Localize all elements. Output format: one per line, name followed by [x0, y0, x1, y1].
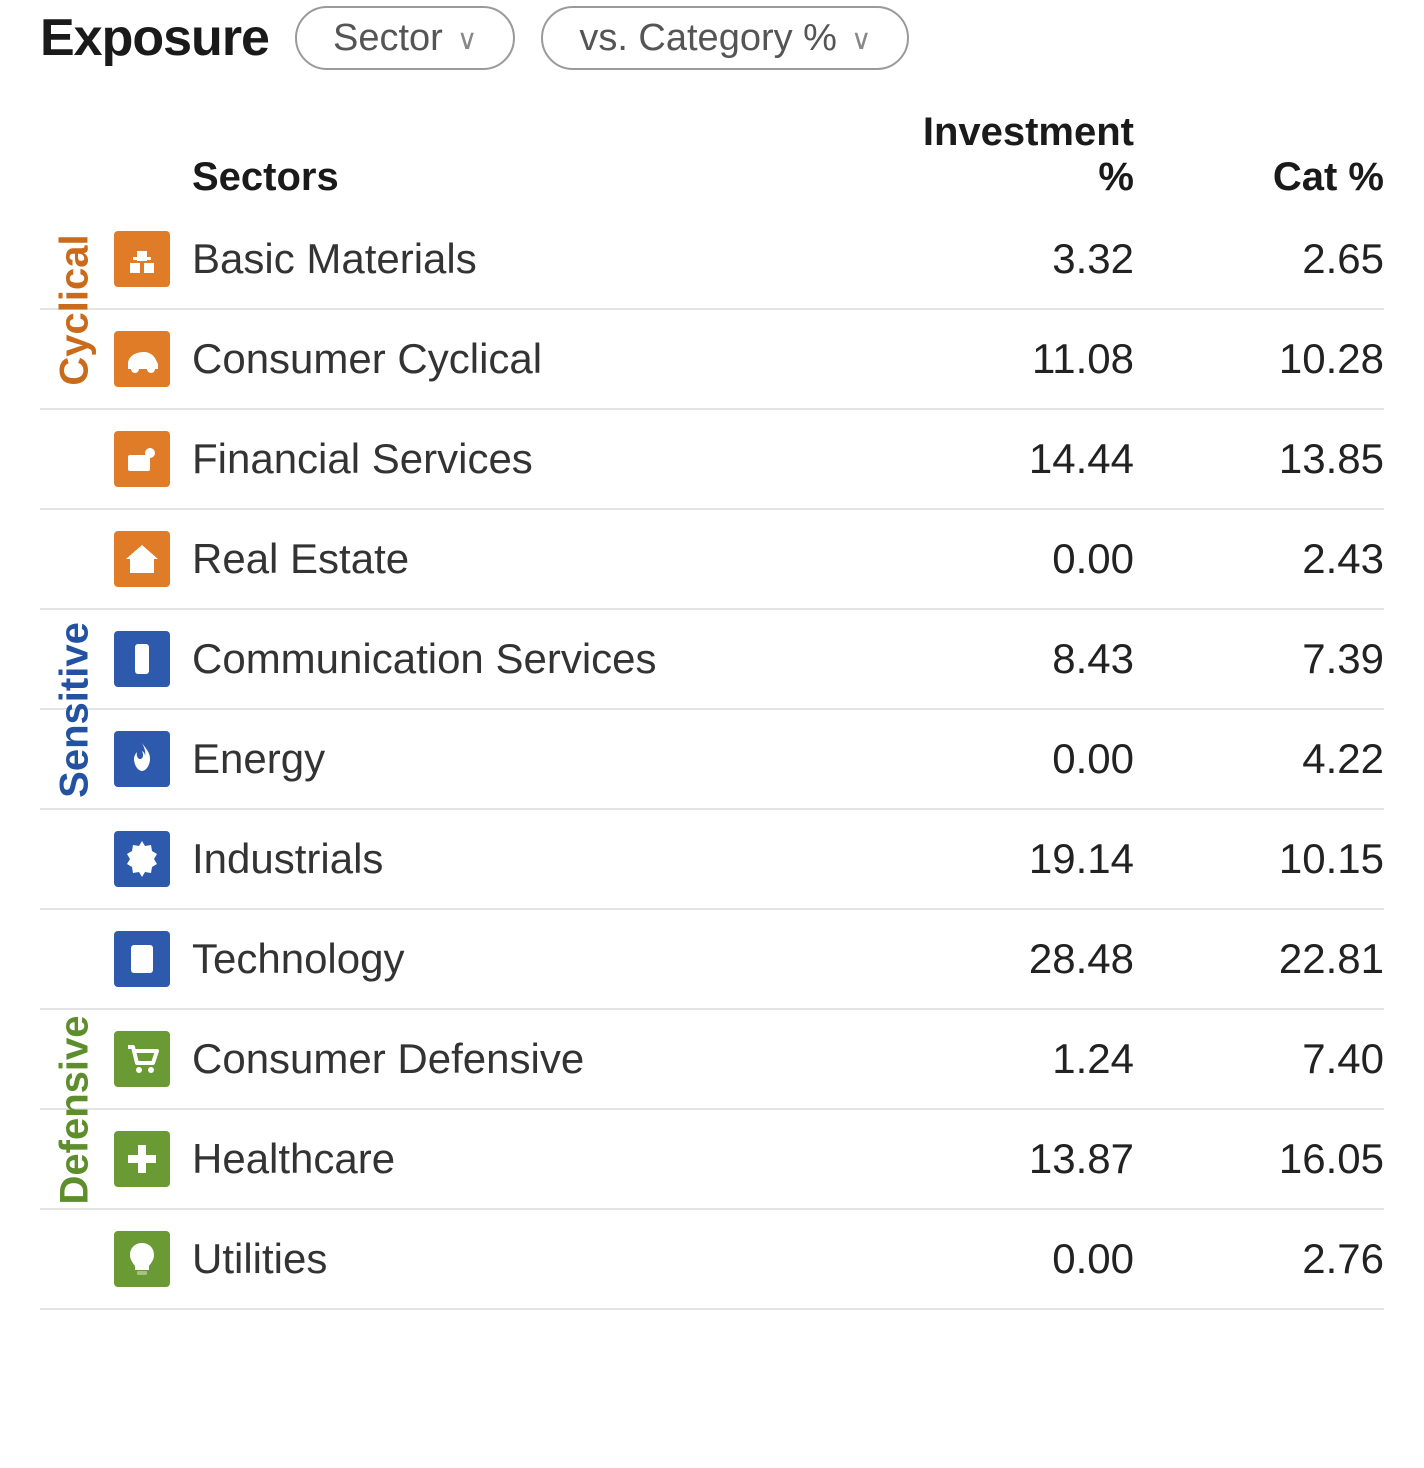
table-header-row: Sectors Investment % Cat % [40, 110, 1384, 210]
sector-name: Technology [174, 935, 884, 983]
investment-percent: 28.48 [884, 935, 1144, 983]
sector-name: Basic Materials [174, 235, 884, 283]
investment-percent: 1.24 [884, 1035, 1144, 1083]
compare-dropdown-label: vs. Category % [579, 17, 837, 60]
sector-exposure-table: Sectors Investment % Cat % Basic Materia… [40, 110, 1384, 1310]
col-header-sectors: Sectors [174, 155, 884, 200]
gear-icon [114, 831, 170, 887]
category-percent: 7.40 [1144, 1035, 1384, 1083]
sector-name: Energy [174, 735, 884, 783]
sector-dropdown-label: Sector [333, 17, 443, 60]
investment-percent: 11.08 [884, 335, 1144, 383]
plus-icon [114, 1131, 170, 1187]
finance-icon [114, 431, 170, 487]
table-row: Financial Services14.4413.85 [40, 410, 1384, 510]
category-percent: 2.65 [1144, 235, 1384, 283]
investment-percent: 13.87 [884, 1135, 1144, 1183]
group-label-sensitive: Sensitive [53, 622, 98, 798]
investment-percent: 0.00 [884, 735, 1144, 783]
cart-icon [114, 1031, 170, 1087]
sector-name: Industrials [174, 835, 884, 883]
table-row: Technology28.4822.81 [40, 910, 1384, 1010]
category-percent: 10.15 [1144, 835, 1384, 883]
chip-icon [114, 931, 170, 987]
table-row: Industrials19.1410.15 [40, 810, 1384, 910]
investment-percent: 0.00 [884, 535, 1144, 583]
phone-icon [114, 631, 170, 687]
table-row: Utilities0.002.76 [40, 1210, 1384, 1310]
table-row: Consumer Cyclical11.0810.28 [40, 310, 1384, 410]
sector-group-defensive: Consumer Defensive1.247.40Healthcare13.8… [40, 1010, 1384, 1310]
category-percent: 22.81 [1144, 935, 1384, 983]
auto-icon [114, 331, 170, 387]
sector-name: Communication Services [174, 635, 884, 683]
sector-name: Healthcare [174, 1135, 884, 1183]
materials-icon [114, 231, 170, 287]
home-icon [114, 531, 170, 587]
table-row: Real Estate0.002.43 [40, 510, 1384, 610]
sector-name: Real Estate [174, 535, 884, 583]
investment-percent: 14.44 [884, 435, 1144, 483]
category-percent: 2.76 [1144, 1235, 1384, 1283]
sector-group-sensitive: Communication Services8.437.39Energy0.00… [40, 610, 1384, 1010]
category-percent: 13.85 [1144, 435, 1384, 483]
group-label-cyclical: Cyclical [53, 234, 98, 385]
table-row: Energy0.004.22 [40, 710, 1384, 810]
table-row: Healthcare13.8716.05 [40, 1110, 1384, 1210]
investment-percent: 3.32 [884, 235, 1144, 283]
group-label-defensive: Defensive [53, 1016, 98, 1205]
compare-dropdown[interactable]: vs. Category % ∨ [541, 6, 909, 70]
sector-group-cyclical: Basic Materials3.322.65Consumer Cyclical… [40, 210, 1384, 610]
table-row: Basic Materials3.322.65 [40, 210, 1384, 310]
exposure-header: Exposure Sector ∨ vs. Category % ∨ [40, 0, 1384, 110]
table-row: Consumer Defensive1.247.40 [40, 1010, 1384, 1110]
investment-percent: 19.14 [884, 835, 1144, 883]
sector-name: Consumer Cyclical [174, 335, 884, 383]
chevron-down-icon: ∨ [851, 26, 872, 54]
category-percent: 2.43 [1144, 535, 1384, 583]
col-header-investment: Investment % [884, 110, 1144, 200]
sector-name: Consumer Defensive [174, 1035, 884, 1083]
page-title: Exposure [40, 8, 269, 68]
category-percent: 4.22 [1144, 735, 1384, 783]
investment-percent: 0.00 [884, 1235, 1144, 1283]
sector-dropdown[interactable]: Sector ∨ [295, 6, 515, 70]
table-row: Communication Services8.437.39 [40, 610, 1384, 710]
sector-name: Financial Services [174, 435, 884, 483]
chevron-down-icon: ∨ [457, 26, 478, 54]
category-percent: 16.05 [1144, 1135, 1384, 1183]
flame-icon [114, 731, 170, 787]
bulb-icon [114, 1231, 170, 1287]
category-percent: 7.39 [1144, 635, 1384, 683]
investment-percent: 8.43 [884, 635, 1144, 683]
col-header-category: Cat % [1144, 155, 1384, 200]
sector-name: Utilities [174, 1235, 884, 1283]
category-percent: 10.28 [1144, 335, 1384, 383]
